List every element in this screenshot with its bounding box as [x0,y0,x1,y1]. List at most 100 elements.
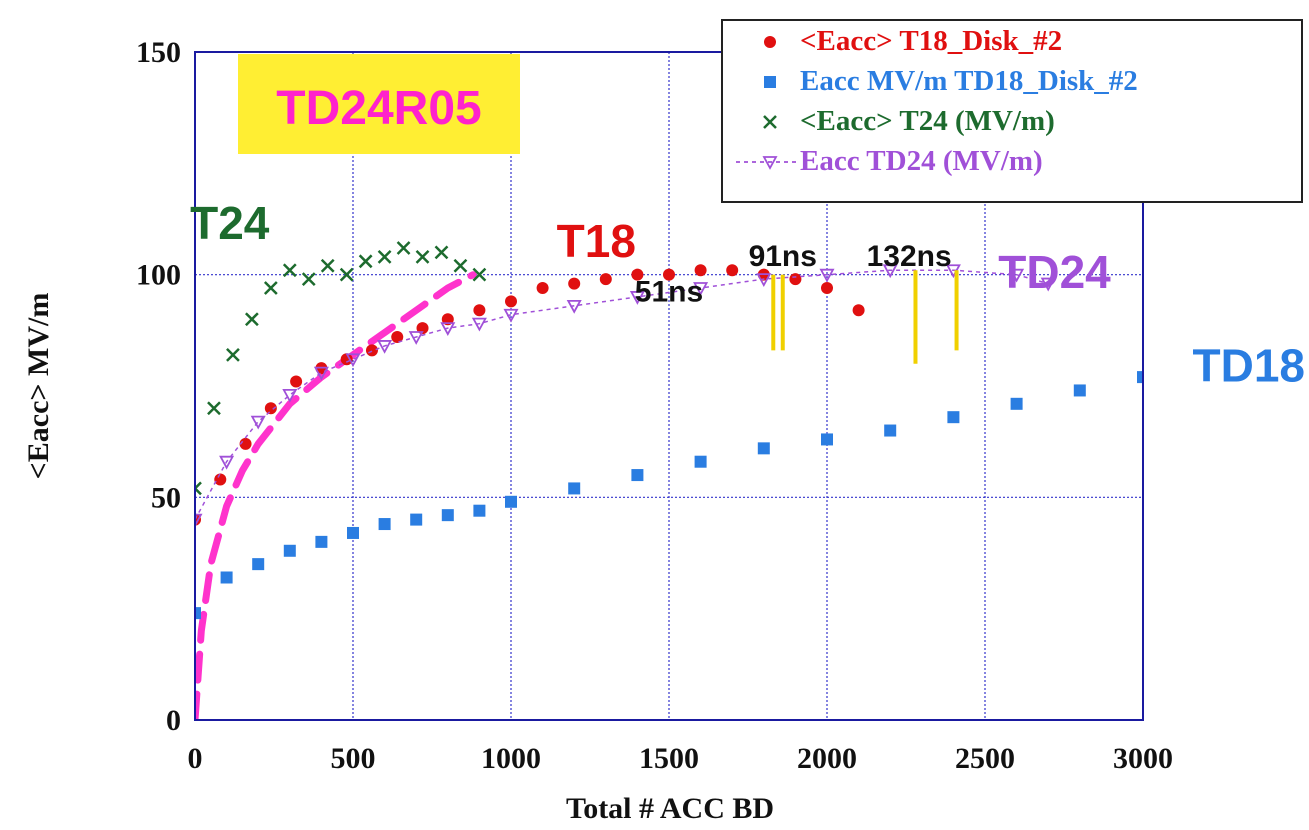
point-td18-16 [884,424,897,437]
point-td24-13 [693,282,709,296]
plot-frame [194,51,1144,721]
grid-lines [195,52,1143,720]
point-t24-7 [320,258,335,273]
legend-marker-t18 [764,36,776,48]
point-t18-4 [290,375,303,388]
point-t18-15 [599,273,612,286]
point-td24-19 [1040,277,1056,292]
point-td18-0 [195,607,201,620]
point-td18-18 [1010,397,1023,410]
point-td24-7 [408,331,424,345]
point-t18-17 [663,268,675,281]
point-td24-3 [282,389,298,403]
legend-label-t18: <Eacc> T18_Disk_#2 [800,25,1062,57]
point-td24-2 [250,415,266,430]
point-td24-5 [345,353,361,368]
point-t18-3 [264,402,277,415]
point-t18-12 [505,295,517,308]
point-t24-2 [226,347,240,362]
point-td18-7 [410,513,423,526]
point-td24-14 [756,273,772,287]
series-t24 [195,241,487,496]
x-tick-label-2500: 2500 [955,742,1015,775]
point-t24-11 [396,241,411,255]
point-t24-9 [358,254,373,269]
x-tick-label-1500: 1500 [639,742,699,775]
y-tick-label-0: 0 [166,704,181,737]
y-tick-label-150: 150 [136,36,181,69]
point-t18-23 [852,304,865,317]
point-t18-19 [726,264,739,277]
legend-entry-t24: <Eacc> T24 (MV/m) [763,105,1055,137]
point-t18-9 [416,322,429,335]
point-td18-3 [283,544,296,557]
point-t24-8 [339,267,354,282]
annotation-132ns: 132ns [867,240,952,273]
point-t24-10 [377,249,392,264]
point-td18-1 [220,571,233,584]
point-td18-14 [757,442,770,455]
x-tick-label-2000: 2000 [797,742,857,775]
y-axis-title: <Eacc> MV/m [22,293,55,480]
tag-label: TD24R05 [276,82,481,135]
legend-label-td24: Eacc TD24 (MV/m) [800,145,1043,177]
point-t24-15 [472,267,487,282]
y-tick-label-50: 50 [151,481,181,514]
point-t18-2 [239,437,252,450]
point-td18-20 [1137,371,1143,384]
point-td18-8 [441,509,454,522]
point-td24-15 [819,268,835,283]
legend-marker-t24 [763,115,777,129]
point-td24-1 [219,455,235,470]
legend: <Eacc> T18_Disk_#2 Eacc MV/m TD18_Disk_#2… [721,19,1303,203]
point-t18-22 [821,282,833,295]
point-td18-19 [1073,384,1086,397]
fit-curve [195,271,477,720]
point-t18-18 [694,264,707,277]
point-td24-9 [471,317,487,332]
y-tick-label-100: 100 [136,259,181,292]
point-td24-16 [882,264,898,279]
point-t18-13 [536,282,549,295]
annotation-t18: T18 [557,215,636,267]
point-t24-0 [195,481,202,496]
point-td18-11 [568,482,581,495]
point-t18-8 [391,331,404,344]
point-td24-10 [503,308,519,323]
point-t24-14 [453,258,468,273]
point-t24-5 [282,263,297,278]
point-t18-6 [340,353,353,366]
point-td18-4 [315,535,328,548]
point-t18-14 [568,277,581,290]
point-t18-7 [365,344,378,357]
point-t18-10 [441,313,454,326]
legend-marker-td18 [764,76,776,88]
point-td18-17 [947,411,960,424]
point-td18-13 [694,455,707,468]
point-td24-8 [440,322,456,336]
point-t24-6 [301,272,316,287]
point-td18-10 [505,495,517,508]
point-t24-4 [263,281,278,295]
point-td18-12 [631,469,644,482]
legend-box [721,19,1303,203]
legend-marker-td24 [762,156,778,170]
point-td18-5 [347,526,359,539]
tag-background [238,54,520,154]
fit-line [195,271,477,720]
legend-entry-td24: Eacc TD24 (MV/m) [736,145,1043,177]
point-td24-12 [629,291,645,305]
x-tick-label-0: 0 [188,742,203,775]
legend-entry-td18: Eacc MV/m TD18_Disk_#2 [764,65,1138,97]
x-tick-label-500: 500 [331,742,376,775]
legend-entry-t18: <Eacc> T18_Disk_#2 [764,25,1062,57]
x-tick-label-1000: 1000 [481,742,541,775]
point-td18-2 [252,558,265,571]
point-td24-11 [566,299,582,314]
annotation-td18: TD18 [1193,340,1305,392]
series-line-td24 [195,269,1049,520]
point-t18-11 [473,304,486,317]
legend-label-td18: Eacc MV/m TD18_Disk_#2 [800,65,1138,97]
x-axis-title: Total # ACC BD [566,792,774,825]
